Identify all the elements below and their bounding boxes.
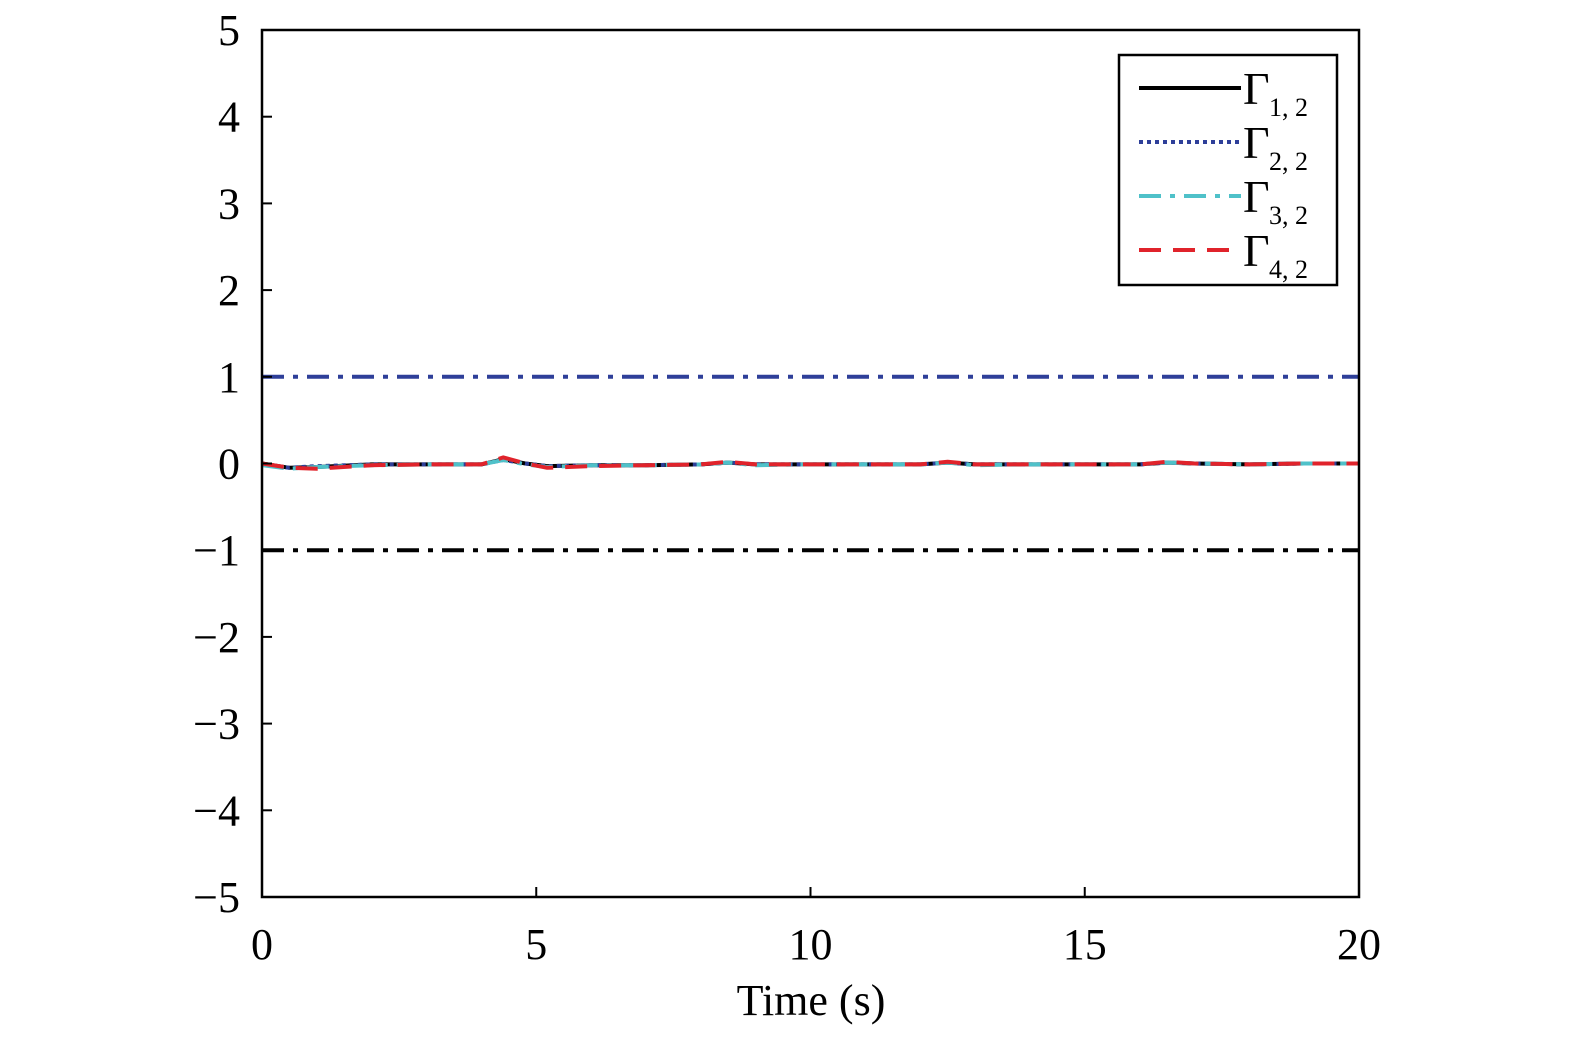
legend-label-2: Γ: [1243, 117, 1270, 168]
y-tick-label: −1: [193, 526, 240, 575]
legend-subscript-4: 4, 2: [1269, 255, 1308, 284]
x-tick-label: 10: [789, 920, 833, 969]
legend-subscript-1: 1, 2: [1269, 93, 1308, 122]
legend-label-1: Γ: [1243, 63, 1270, 114]
x-tick-label: 0: [251, 920, 273, 969]
legend-label-4: Γ: [1243, 225, 1270, 276]
x-tick-label: 5: [525, 920, 547, 969]
legend-box: [1117, 53, 1339, 287]
x-axis-title: Time (s): [737, 976, 886, 1025]
series-lines: [261, 455, 1359, 471]
series-line-4: [261, 455, 1359, 471]
legend-subscript-2: 2, 2: [1269, 147, 1308, 176]
y-tick-label: 2: [218, 266, 240, 315]
y-tick-label: −4: [193, 786, 240, 835]
y-tick-label: 1: [218, 353, 240, 402]
y-tick-label: 0: [218, 440, 240, 489]
y-tick-label: 3: [218, 179, 240, 228]
y-tick-label: 5: [218, 6, 240, 55]
legend-label-3: Γ: [1243, 171, 1270, 222]
y-tick-label: −5: [193, 873, 240, 922]
legend: Γ 1, 2Γ 2, 2Γ 3, 2Γ 4, 2: [1117, 53, 1339, 287]
legend-subscript-3: 3, 2: [1269, 201, 1308, 230]
x-tick-label: 20: [1337, 920, 1381, 969]
x-tick-label: 15: [1063, 920, 1107, 969]
y-tick-label: −3: [193, 700, 240, 749]
y-tick-label: −2: [193, 613, 240, 662]
reference-lines: [262, 374, 1359, 553]
y-tick-label: 4: [218, 93, 240, 142]
